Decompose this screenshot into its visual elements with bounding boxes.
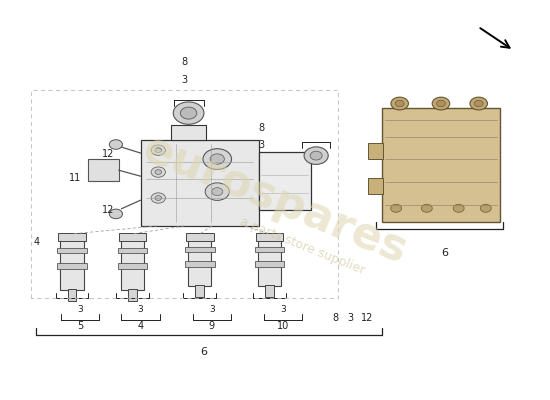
Bar [368,178,383,194]
Bar [57,264,87,269]
Bar [265,285,274,297]
Bar [89,160,119,181]
Text: 12: 12 [102,205,114,215]
Text: 8: 8 [332,312,338,322]
Text: 10: 10 [277,320,289,330]
Circle shape [437,100,446,107]
Bar [185,247,214,252]
Circle shape [151,167,166,177]
Bar [255,247,284,252]
Text: 3: 3 [258,140,265,150]
Text: 11: 11 [69,173,81,183]
Circle shape [155,170,162,174]
Bar [255,261,284,267]
Bar [195,285,204,297]
Bar [186,233,213,241]
Bar [170,125,206,140]
Circle shape [304,147,328,164]
Bar [121,234,144,290]
Bar [60,234,84,290]
Bar [58,233,86,241]
Circle shape [151,193,166,203]
Bar [256,233,283,241]
Circle shape [310,151,322,160]
Text: 3: 3 [138,305,144,314]
Bar [258,234,281,286]
Text: 8: 8 [182,58,188,68]
Bar [258,152,311,210]
Circle shape [155,148,162,152]
Text: 3: 3 [182,76,188,86]
Text: 4: 4 [34,237,40,247]
Text: 5: 5 [77,320,84,330]
Circle shape [203,149,232,170]
Circle shape [180,107,197,119]
Bar [68,289,76,301]
Bar [119,233,146,241]
Bar [185,261,214,267]
Bar [118,264,147,269]
Circle shape [109,140,123,149]
Circle shape [432,97,450,110]
Text: 3: 3 [348,312,354,322]
Bar [57,248,87,254]
Circle shape [421,204,432,212]
Circle shape [390,204,402,212]
Text: 6: 6 [442,248,449,258]
Bar [141,140,258,226]
Text: 8: 8 [258,123,265,133]
Text: 3: 3 [78,305,83,314]
Bar [368,144,383,160]
Text: 3: 3 [209,305,215,314]
Circle shape [205,183,229,200]
Text: 4: 4 [138,320,144,330]
Bar [118,248,147,254]
Circle shape [391,97,409,110]
Bar [382,108,500,222]
Circle shape [173,102,204,124]
Text: a parts store supplier: a parts store supplier [238,215,367,277]
Circle shape [453,204,464,212]
Text: 12: 12 [361,312,373,322]
Text: 6: 6 [200,348,207,358]
Text: eurospares: eurospares [136,127,414,273]
Circle shape [210,154,224,164]
Circle shape [395,100,404,107]
Circle shape [155,196,162,200]
Bar [128,289,137,301]
Circle shape [151,145,166,155]
Text: 12: 12 [102,149,114,159]
Circle shape [470,97,487,110]
Circle shape [109,209,123,219]
Circle shape [474,100,483,107]
Bar [188,234,211,286]
Text: 9: 9 [209,320,215,330]
Circle shape [212,188,223,196]
Circle shape [480,204,491,212]
Text: 3: 3 [280,305,286,314]
